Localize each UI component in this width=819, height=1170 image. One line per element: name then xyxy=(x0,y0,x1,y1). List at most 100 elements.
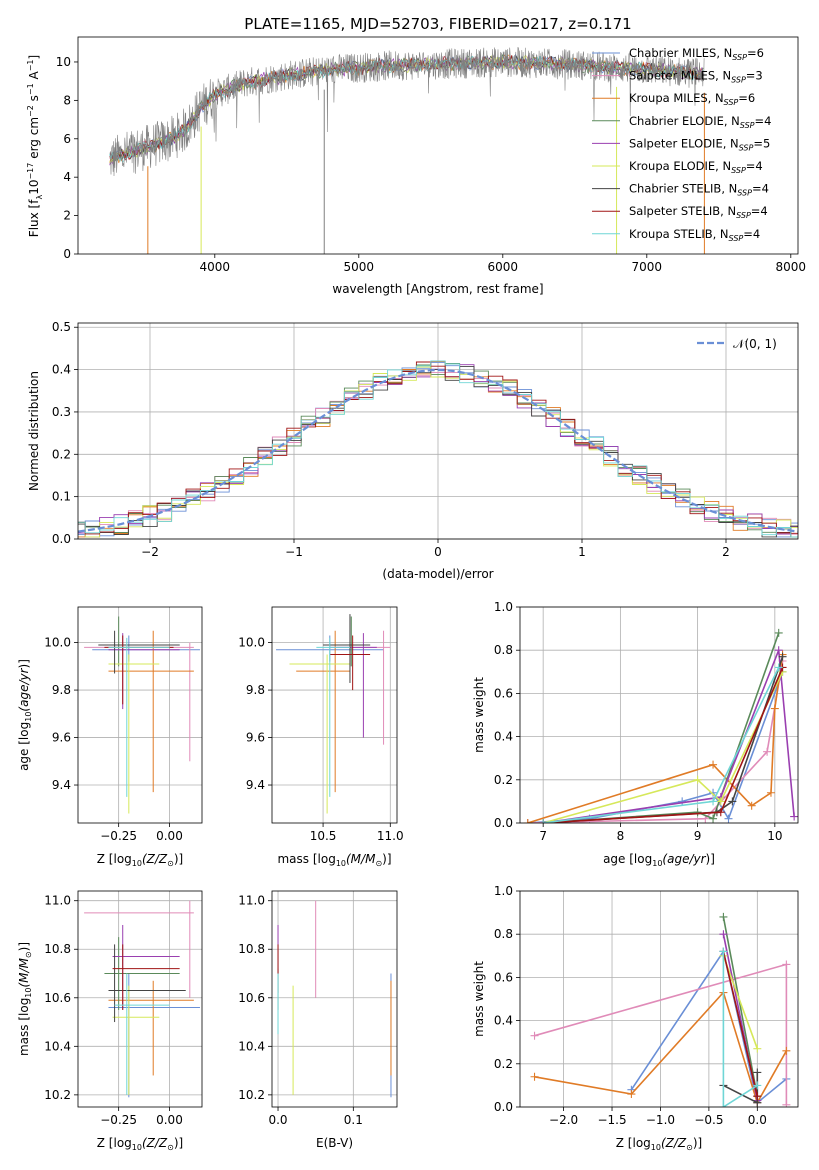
legend-label-kroupa_stelib: Kroupa STELIB, NSSP=4 xyxy=(629,227,760,243)
marker-salpeter_miles xyxy=(782,960,791,969)
marker-kroupa_miles xyxy=(782,1046,791,1055)
marker-kroupa_miles xyxy=(530,1072,539,1081)
series-line-kroupa_miles xyxy=(527,654,784,823)
legend-label-chabrier_elodie: Chabrier ELODIE, NSSP=4 xyxy=(629,114,771,130)
y-tick-label: 0.4 xyxy=(494,1014,513,1028)
marker-kroupa_miles xyxy=(627,1090,636,1099)
marker-kroupa_miles xyxy=(766,788,775,797)
chart-weight_vs_Z: −2.0 −1.5 −1.0 −0.5 0.0 0.0 0.2 0.4 0.6 0.8 1.0 Z [… xyxy=(472,884,799,1152)
series-line-kroupa_stelib xyxy=(722,951,758,1107)
marker-kroupa_elodie xyxy=(693,775,702,784)
series-line-kroupa_elodie xyxy=(542,671,784,823)
x-tick-label: 10.5 xyxy=(310,829,337,843)
y-tick-label: 11.0 xyxy=(238,894,265,908)
x-tick-label: 0.0 xyxy=(268,1113,287,1127)
axes-frame xyxy=(77,36,799,255)
marker-salpeter_miles xyxy=(782,1100,791,1107)
marker-chabrier_stelib xyxy=(728,797,737,806)
x-tick-label: 10 xyxy=(767,829,782,843)
x-tick-label: 2 xyxy=(722,545,730,559)
marker-chabrier_elodie xyxy=(719,912,728,921)
plot-area xyxy=(530,912,791,1107)
marker-salpeter_miles xyxy=(763,747,772,756)
plot-area xyxy=(276,614,391,814)
x-axis-label: wavelength [Angstrom, rest frame] xyxy=(332,282,543,296)
y-tick-label: 0.0 xyxy=(52,532,71,546)
x-tick-label: 0.1 xyxy=(344,1113,363,1127)
x-axis-label: mass [log10(M/M⊙)] xyxy=(277,852,391,868)
x-axis-label: Z [log10(Z/Z⊙)] xyxy=(97,852,183,868)
y-tick-label: 9.4 xyxy=(52,778,71,792)
y-tick-label: 9.4 xyxy=(246,778,265,792)
marker-salpeter_elodie xyxy=(774,646,783,655)
chart-age_vs_Z: −0.25 0.00 9.4 9.6 9.8 10.0 Z [log10(Z/Z⊙)] age… xyxy=(17,606,203,868)
y-axis-label: age [log10(age/yr)] xyxy=(17,659,33,771)
chart-residuals: −2 −1 0 1 2 0.0 0.1 0.2 0.3 0.4 0.5 (data-model)/er… xyxy=(27,320,799,581)
axes-frame xyxy=(519,606,799,824)
y-tick-label: 9.6 xyxy=(246,731,265,745)
y-tick-label: 10.2 xyxy=(238,1088,265,1102)
x-tick-label: 7000 xyxy=(632,260,663,274)
model-spectrum-kroupa_stelib xyxy=(109,55,704,163)
y-tick-label: 0.6 xyxy=(494,970,513,984)
x-tick-label: 6000 xyxy=(488,260,519,274)
histogram-salpeter_stelib xyxy=(78,361,798,535)
histogram-kroupa_stelib xyxy=(78,360,798,538)
chart-mass_vs_Z: −0.25 0.00 10.2 10.4 10.6 10.8 11.0 Z [log10(Z/… xyxy=(17,890,203,1152)
chart-title: PLATE=1165, MJD=52703, FIBERID=0217, z=0… xyxy=(244,15,631,33)
x-tick-label: 0.00 xyxy=(156,829,183,843)
x-tick-label: −0.25 xyxy=(100,1113,137,1127)
y-tick-label: 9.8 xyxy=(52,683,71,697)
plot-area xyxy=(523,628,798,823)
chart-weight_vs_age: 7 8 9 10 0.0 0.2 0.4 0.6 0.8 1.0 age [log10(age/yr… xyxy=(472,600,799,868)
plot-area xyxy=(277,900,392,1098)
marker-salpeter_elodie xyxy=(790,812,798,821)
plot-area xyxy=(84,900,200,1098)
marker-kroupa_stelib xyxy=(774,663,783,672)
series-line-chabrier_miles xyxy=(527,671,784,823)
histogram-chabrier_miles xyxy=(78,362,798,538)
marker-kroupa_stelib xyxy=(709,797,718,806)
marker-kroupa_miles xyxy=(770,704,779,713)
y-tick-label: 6 xyxy=(63,132,71,146)
y-tick-label: 10.0 xyxy=(44,636,71,650)
x-tick-label: 0.0 xyxy=(748,1113,767,1127)
marker-kroupa_stelib xyxy=(753,1081,762,1090)
legend-label-salpeter_stelib: Salpeter STELIB, NSSP=4 xyxy=(629,204,768,220)
y-axis-label: Flux [fλ10−17 erg cm−2 s−1 A−1] xyxy=(26,55,44,237)
y-tick-label: 10.8 xyxy=(44,942,71,956)
x-axis-label: Z [log10(Z/Z⊙)] xyxy=(616,1136,702,1152)
x-tick-label: 0.00 xyxy=(156,1113,183,1127)
marker-chabrier_stelib xyxy=(778,652,787,661)
y-tick-label: 9.6 xyxy=(52,731,71,745)
plot-area xyxy=(109,46,705,254)
marker-chabrier_miles xyxy=(678,797,687,806)
x-tick-label: −2 xyxy=(141,545,159,559)
legend-label-chabrier_miles: Chabrier MILES, NSSP=6 xyxy=(629,46,764,62)
x-axis-label: age [log10(age/yr)] xyxy=(603,852,715,868)
histogram-chabrier_elodie xyxy=(78,362,798,538)
x-axis-label: E(B-V) xyxy=(316,1136,353,1150)
y-axis-label: Normed distribution xyxy=(27,371,41,491)
marker-salpeter_miles xyxy=(530,1031,539,1040)
y-tick-label: 0.2 xyxy=(494,1057,513,1071)
y-tick-label: 10 xyxy=(56,55,71,69)
x-axis-label: (data-model)/error xyxy=(382,567,493,581)
marker-kroupa_miles xyxy=(747,801,756,810)
y-tick-label: 0.4 xyxy=(52,363,71,377)
marker-chabrier_stelib xyxy=(753,1068,762,1077)
y-tick-label: 1.0 xyxy=(494,884,513,898)
legend-label-gaussian: 𝒩(0, 1) xyxy=(733,337,777,351)
y-tick-label: 10.2 xyxy=(44,1088,71,1102)
y-axis-label: mass weight xyxy=(472,961,486,1037)
series-line-salpeter_elodie xyxy=(543,649,795,823)
marker-salpeter_elodie xyxy=(719,930,728,939)
y-tick-label: 1.0 xyxy=(494,600,513,614)
marker-kroupa_miles xyxy=(523,819,532,823)
y-tick-label: 0.8 xyxy=(494,643,513,657)
y-tick-label: 0.3 xyxy=(52,405,71,419)
chart-mass_vs_ebv: 0.0 0.1 10.2 10.4 10.6 10.8 11.0 E(B-V) xyxy=(238,890,398,1150)
plot-area xyxy=(84,616,200,814)
y-tick-label: 10.4 xyxy=(44,1039,71,1053)
